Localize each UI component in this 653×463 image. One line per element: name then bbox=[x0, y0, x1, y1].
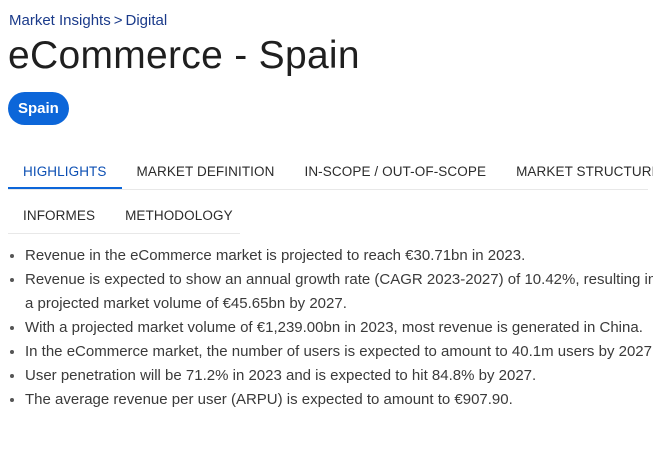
list-item: With a projected market volume of €1,239… bbox=[25, 316, 653, 340]
tab-bar: HIGHLIGHTS MARKET DEFINITION IN-SCOPE / … bbox=[8, 153, 653, 234]
tab-highlights[interactable]: HIGHLIGHTS bbox=[8, 162, 122, 189]
breadcrumb-digital[interactable]: Digital bbox=[125, 12, 168, 29]
tab-market-structure[interactable]: MARKET STRUCTURE bbox=[516, 164, 653, 179]
highlights-list: Revenue in the eCommerce market is proje… bbox=[8, 244, 653, 412]
list-item: The average revenue per user (ARPU) is e… bbox=[25, 388, 653, 412]
tab-market-definition[interactable]: MARKET DEFINITION bbox=[136, 164, 275, 179]
list-item: User penetration will be 71.2% in 2023 a… bbox=[25, 364, 653, 388]
breadcrumb: Market Insights > Digital bbox=[9, 11, 167, 31]
page-title: eCommerce - Spain bbox=[8, 34, 360, 77]
tab-row-secondary: INFORMES METHODOLOGY bbox=[8, 190, 240, 234]
tab-in-scope-out-of-scope[interactable]: IN-SCOPE / OUT-OF-SCOPE bbox=[304, 164, 487, 179]
list-item: Revenue in the eCommerce market is proje… bbox=[25, 244, 653, 268]
tab-row-primary: HIGHLIGHTS MARKET DEFINITION IN-SCOPE / … bbox=[8, 153, 653, 190]
region-chip-spain[interactable]: Spain bbox=[8, 92, 69, 125]
tab-methodology[interactable]: METHODOLOGY bbox=[125, 208, 233, 223]
list-item: Revenue is expected to show an annual gr… bbox=[25, 268, 653, 316]
tab-informes[interactable]: INFORMES bbox=[23, 208, 96, 223]
breadcrumb-separator: > bbox=[113, 12, 123, 29]
breadcrumb-market-insights[interactable]: Market Insights bbox=[9, 12, 111, 29]
list-item: In the eCommerce market, the number of u… bbox=[25, 340, 653, 364]
